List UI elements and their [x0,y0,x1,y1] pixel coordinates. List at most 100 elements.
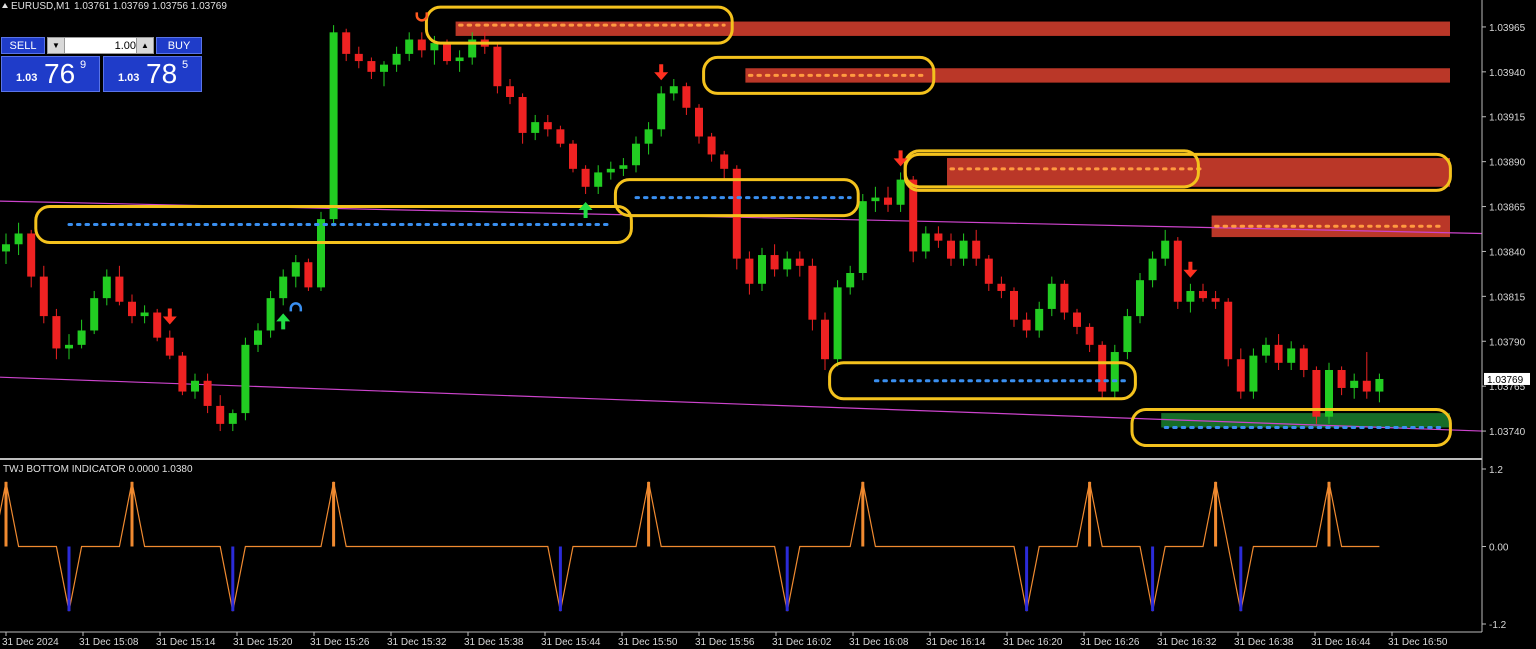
candle-body [720,154,729,169]
price-tick-label: 1.03965 [1489,23,1526,34]
candle [669,79,678,101]
candle [682,82,691,115]
highlight-boxes-layer [34,5,1452,447]
candle [191,373,199,399]
price-tick-label: 1.03840 [1489,247,1526,258]
arrow-down-icon [654,64,669,81]
candle-body [1224,301,1233,360]
candle [1224,298,1233,367]
candle-body [745,258,754,284]
candle-body [871,197,880,202]
candle [1325,362,1333,424]
candle [1249,348,1258,399]
candle [367,57,376,80]
candle-body [1073,312,1081,327]
time-tick-label: 31 Dec 16:20 [1003,637,1063,648]
candle [657,86,666,137]
candle [228,409,237,432]
candle-body [254,330,262,345]
candle-body [758,255,766,284]
candle [77,319,86,349]
candle-body [178,355,187,392]
triangle-up-icon[interactable]: ▲ [136,38,153,53]
candle [758,247,766,291]
candle [241,337,250,421]
candle-body [304,262,313,288]
sell-button[interactable]: SELL [1,37,45,54]
candle [720,150,729,180]
candle [783,251,792,277]
time-tick-label: 31 Dec 16:02 [772,637,832,648]
indicator-pane[interactable]: 1.2 0.00 -1.2 [0,461,1509,632]
candle [317,211,325,291]
candle-body [392,53,401,65]
candle-body [669,86,678,94]
one-click-trading-panel: SELL ▼ ▲ BUY 1.03 76 9 1.03 78 5 [1,37,202,92]
candle-body [1161,240,1170,259]
candle-body [1110,352,1119,392]
candle [1073,308,1081,335]
candle-body [1136,280,1144,317]
candle [972,229,981,266]
candle-body [972,240,981,259]
triangle-down-icon[interactable]: ▼ [48,38,65,53]
candle-body [934,233,943,241]
candle [959,233,968,266]
candle-body [619,165,628,169]
candle [405,32,414,62]
indicator-tick-label: 0.00 [1489,543,1509,554]
candle-body [65,344,73,349]
time-tick-label: 31 Dec 15:44 [541,637,601,648]
candle [417,32,426,58]
sell-price-small: 9 [80,59,87,71]
candle-body [984,258,993,284]
candle-body [858,201,867,274]
candle [102,269,111,306]
time-tick-label: 31 Dec 15:50 [618,637,678,648]
current-price-badge [1484,372,1530,385]
buy-button[interactable]: BUY [156,37,202,54]
candle-body [543,122,552,130]
lot-size-input[interactable] [66,38,136,53]
zones-layer [455,21,1451,428]
candle [165,330,174,360]
candle-body [783,258,792,270]
candle [1110,344,1119,399]
candle-body [52,316,61,349]
candle-body [644,129,653,144]
candle [531,114,540,141]
candle-body [317,219,325,288]
ohlc-header: 1.03761 1.03769 1.03756 1.03769 [74,1,227,12]
time-tick-label: 31 Dec 15:56 [695,637,755,648]
sell-price-button[interactable]: 1.03 76 9 [1,56,100,92]
candle-body [1274,344,1283,363]
signals-layer [162,12,1198,330]
candle-body [1325,369,1333,417]
candle-body [128,301,136,317]
candle [1375,373,1384,403]
candle-body [367,61,376,72]
price-tick-label: 1.03740 [1489,427,1526,438]
price-tick-label: 1.03890 [1489,158,1526,169]
candle [934,226,943,248]
candle [1161,229,1170,266]
indicator-tick-label: 1.2 [1489,465,1503,476]
candle [1274,334,1283,370]
price-tick-label: 1.03865 [1489,203,1526,214]
candle [1211,290,1220,309]
candle [2,233,10,265]
candle-body [1249,355,1258,392]
highlight-box [34,205,633,245]
time-tick-label: 31 Dec 2024 [2,637,59,648]
candle-body [808,265,817,320]
buy-price-button[interactable]: 1.03 78 5 [103,56,202,92]
candle-body [518,96,527,133]
chart-menu-icon[interactable] [2,3,8,8]
highlight-box [828,361,1137,401]
candle-body [1211,298,1220,302]
candle-body [1262,344,1270,356]
time-tick-label: 31 Dec 16:44 [1311,637,1371,648]
candle-body [77,330,86,345]
candle-body [241,344,250,414]
time-tick-label: 31 Dec 16:14 [926,637,986,648]
